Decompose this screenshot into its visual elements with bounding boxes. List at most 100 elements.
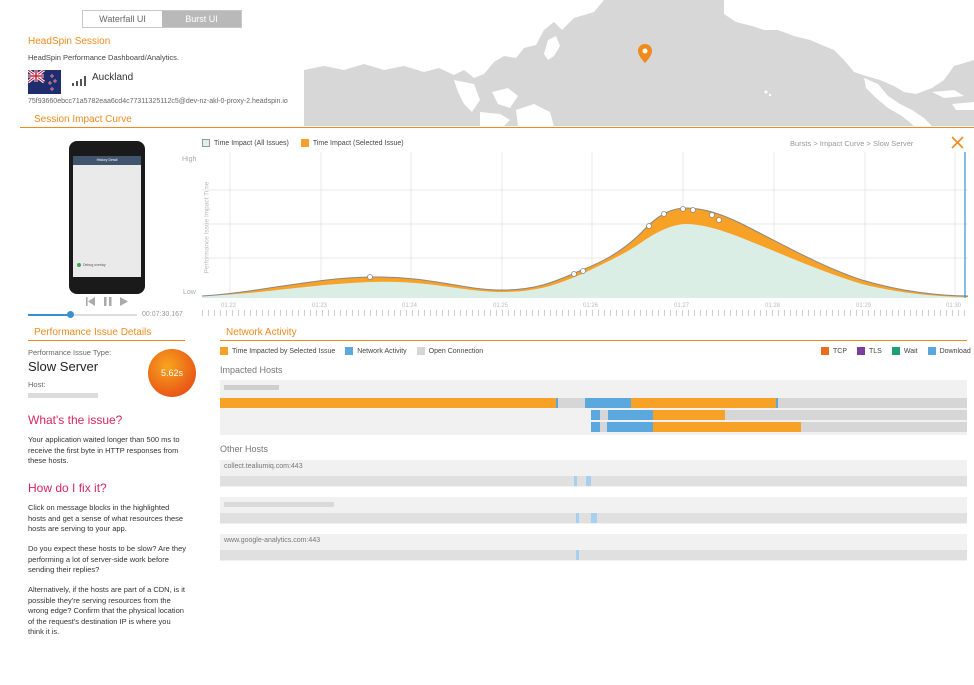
legend-tcp-swatch <box>821 347 829 355</box>
issue-type-value: Slow Server <box>28 359 99 374</box>
issue-divider <box>28 340 185 341</box>
x-axis: 01:22 01:23 01:24 01:25 01:26 01:27 01:2… <box>202 300 968 318</box>
impact-curve-chart[interactable] <box>201 152 969 298</box>
device-preview[interactable]: History Detail Debug overlay <box>69 141 145 294</box>
other-host-block[interactable] <box>220 497 967 524</box>
impacted-segment[interactable] <box>631 398 776 408</box>
session-subtitle: HeadSpin Performance Dashboard/Analytics… <box>28 53 179 62</box>
network-divider <box>220 340 967 341</box>
issue-duration-badge: 5.62s <box>148 349 196 397</box>
x-tick: 01:25 <box>493 303 509 309</box>
activity-segment[interactable] <box>607 422 653 432</box>
burst-ui-tab[interactable]: Burst UI <box>162 11 241 27</box>
x-tick: 01:27 <box>674 303 690 309</box>
section-divider <box>20 127 974 128</box>
device-footer: Debug overlay <box>77 263 106 267</box>
legend-selected-label: Time Impact (Selected Issue) <box>312 139 404 147</box>
device-screen: History Detail Debug overlay <box>73 156 141 277</box>
connection-bar[interactable] <box>220 550 967 560</box>
y-low-label: Low <box>183 289 196 296</box>
connection-bar[interactable] <box>220 476 967 486</box>
legend-open-swatch <box>416 347 425 355</box>
impacted-segment[interactable] <box>220 398 556 408</box>
whats-issue-title: What's the issue? <box>28 413 123 427</box>
activity-segment[interactable] <box>556 398 558 408</box>
legend-impacted-label: Time Impacted by Selected Issue <box>232 347 336 355</box>
view-toggle: Waterfall UI Burst UI <box>82 10 242 28</box>
issue-type-label: Performance Issue Type: <box>28 348 112 357</box>
impact-curve-title: Session Impact Curve <box>34 114 132 125</box>
waterfall-ui-tab[interactable]: Waterfall UI <box>99 14 146 24</box>
legend-wait-label: Wait <box>903 347 918 355</box>
legend-download-swatch <box>927 347 936 355</box>
activity-segment[interactable] <box>574 476 577 486</box>
close-icon[interactable] <box>951 136 964 154</box>
impact-legend: Time Impact (All Issues) Time Impact (Se… <box>202 139 404 147</box>
other-host-block[interactable]: www.google-analytics.com:443 <box>220 534 967 561</box>
activity-segment[interactable] <box>586 476 591 486</box>
impacted-host-redacted-name <box>224 385 279 390</box>
fix-title: How do I fix it? <box>28 481 107 495</box>
activity-segment[interactable] <box>608 410 653 420</box>
x-tick: 01:23 <box>312 303 328 309</box>
other-host-name: www.google-analytics.com:443 <box>224 537 321 544</box>
status-dot-icon <box>77 263 81 267</box>
impacted-segment[interactable] <box>653 422 801 432</box>
x-axis-ruler <box>202 310 968 316</box>
legend-all-swatch <box>202 139 210 147</box>
x-tick: 01:30 <box>946 303 962 309</box>
legend-all-label: Time Impact (All Issues) <box>214 139 289 147</box>
activity-segment[interactable] <box>591 513 597 523</box>
session-location: Auckland <box>92 72 134 83</box>
session-id: 75f93660ebcc71a5782eaa6cd4c77311325112c5… <box>28 98 288 105</box>
x-tick: 01:26 <box>583 303 599 309</box>
issue-section-title: Performance Issue Details <box>34 327 152 338</box>
skip-back-icon[interactable] <box>86 297 96 309</box>
whats-issue-text: Your application waited longer than 500 … <box>28 435 180 465</box>
activity-segment[interactable] <box>591 422 600 432</box>
activity-segment[interactable] <box>576 550 579 560</box>
network-legend: Time Impacted by Selected Issue Network … <box>220 347 483 355</box>
fix-text-2: Do you expect these hosts to be slow? Ar… <box>28 544 187 574</box>
legend-activity-label: Network Activity <box>357 347 407 355</box>
activity-segment[interactable] <box>576 513 579 523</box>
playback-timeline[interactable] <box>28 311 137 318</box>
legend-open-label: Open Connection <box>428 347 484 355</box>
legend-wait-swatch <box>891 347 900 355</box>
device-footer-text: Debug overlay <box>83 263 106 267</box>
impacted-segment[interactable] <box>653 410 725 420</box>
impacted-hosts-title: Impacted Hosts <box>220 365 283 375</box>
x-tick: 01:28 <box>765 303 781 309</box>
device-app-header: History Detail <box>73 156 141 165</box>
impacted-host-block[interactable] <box>220 380 967 435</box>
world-map[interactable] <box>304 0 974 126</box>
legend-selected-swatch <box>300 139 309 147</box>
location-pin-icon[interactable] <box>638 44 652 68</box>
other-host-redacted-name <box>224 502 334 507</box>
legend-tls-swatch <box>857 347 865 355</box>
legend-activity-swatch <box>345 347 354 355</box>
activity-segment[interactable] <box>776 398 778 408</box>
legend-impacted-swatch <box>220 347 228 355</box>
other-hosts-title: Other Hosts <box>220 444 269 454</box>
x-tick: 01:24 <box>402 303 418 309</box>
fix-text-1: Click on message blocks in the highlight… <box>28 503 184 533</box>
y-high-label: High <box>182 156 197 163</box>
device-header-title: History Detail <box>96 158 118 162</box>
nz-flag-icon <box>28 70 61 94</box>
playback-progress <box>28 314 70 316</box>
play-icon[interactable] <box>120 297 128 309</box>
x-tick: 01:22 <box>221 303 237 309</box>
fix-text-3: Alternatively, if the hosts are part of … <box>28 585 186 636</box>
playback-knob[interactable] <box>67 311 74 318</box>
other-host-name: collect.tealiumiq.com:443 <box>224 463 303 470</box>
phase-legend: TCP TLS Wait Download <box>821 347 971 355</box>
connection-bar[interactable] <box>591 410 967 420</box>
activity-segment[interactable] <box>591 410 600 420</box>
legend-tcp-label: TCP <box>833 347 847 355</box>
signal-bars-icon <box>72 73 86 86</box>
other-host-block[interactable]: collect.tealiumiq.com:443 <box>220 460 967 487</box>
activity-segment[interactable] <box>585 398 631 408</box>
pause-icon[interactable] <box>104 297 112 309</box>
player-controls <box>86 297 128 309</box>
